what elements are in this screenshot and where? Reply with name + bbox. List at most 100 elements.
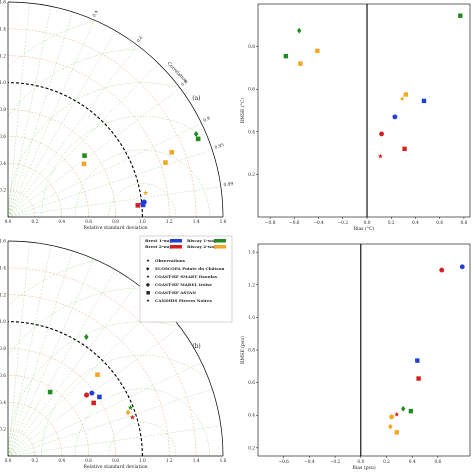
x-tick-label: 0.2 [383, 460, 390, 465]
x-tick-label: −0.6 [289, 221, 300, 226]
data-point [394, 411, 400, 417]
data-point [394, 430, 399, 435]
y-tick-label: 0.8 [248, 349, 255, 354]
x-tick-label: 0.8 [112, 459, 119, 464]
data-point [97, 394, 102, 400]
y-tick-label: 1.4 [0, 27, 6, 32]
data-point [379, 131, 384, 137]
y-tick-label: 1.2 [0, 293, 6, 298]
data-point [377, 153, 383, 159]
x-tick-label: 0.4 [58, 459, 65, 464]
x-tick-label: 1.4 [193, 220, 200, 225]
x-tick-label: 0.6 [434, 460, 441, 465]
legend-entry-brest-1way: Brest 1-way [145, 238, 173, 243]
taylor-diagram-a: 0.0 0.2 0.2 0.4 0.4 0.6 0.6 0.8 0.8 1.0 1.0 1.2 1.2 1… [0, 1, 234, 232]
data-point [193, 131, 199, 138]
sd-grid-arc [7, 428, 36, 457]
correlation-tick-label: 0.95 [214, 143, 225, 151]
data-point [296, 27, 302, 34]
legend-marker-glyph: ◆ [146, 267, 150, 272]
reference-arc [7, 82, 143, 218]
y-tick-label: 1.6 [0, 240, 6, 245]
y-tick-label: 0.8 [0, 347, 6, 352]
crms-grid-arc [8, 49, 223, 217]
reference-arc [7, 321, 143, 457]
data-point [392, 114, 398, 120]
y-tick-label: 0.6 [0, 374, 6, 379]
sd-grid-arc [7, 109, 116, 218]
data-point [399, 96, 405, 101]
bias-rmse-temperature-plot: −0.8 −0.6 −0.4 −0.2 0.0 0.2 0.4 0.6 0.8 0.2 0.4 0.6… [239, 3, 471, 232]
data-point [163, 160, 168, 165]
panel-letter: (b) [192, 343, 201, 350]
correlation-line [7, 19, 95, 218]
x-tick-label: 0.0 [5, 459, 12, 464]
x-tick-label: 0.6 [436, 221, 443, 226]
y-tick-label: 0.2 [248, 446, 255, 451]
correlation-line [7, 30, 116, 218]
data-point [458, 13, 463, 18]
y-tick-label: 1.0 [0, 81, 6, 86]
data-point [195, 136, 201, 142]
y-tick-label: 0.2 [0, 428, 6, 433]
correlation-line [7, 362, 202, 457]
data-point [95, 372, 100, 377]
legend-marker-marel: COAST-HF MAREL Iroise [155, 282, 212, 287]
correlation-line [7, 326, 181, 457]
y-tick-label: 1.2 [248, 283, 255, 288]
y-tick-label: 0.4 [0, 162, 6, 167]
x-tick-label: 1.6 [220, 459, 227, 464]
x-tick-label: 0.2 [31, 220, 38, 225]
data-point [421, 98, 427, 104]
correlation-line [7, 11, 73, 218]
correlation-tick-label: 0.9 [203, 116, 212, 124]
correlation-line [7, 186, 221, 218]
correlation-line [7, 269, 116, 457]
data-point [403, 92, 408, 97]
sd-grid-arc [7, 163, 62, 218]
plot-frame [257, 3, 471, 218]
data-point [400, 405, 406, 412]
legend-swatch-brest-1way [170, 239, 182, 243]
legend-marker-glyph: ★ [146, 274, 151, 280]
x-tick-label: −0.2 [338, 221, 349, 226]
x-axis-label: Relative standard deviation [83, 225, 147, 231]
data-point [388, 423, 393, 430]
legend-swatch-biscay-1way [214, 239, 226, 243]
legend-entry-brest-2way: Brest 2-way [145, 244, 173, 249]
correlation-line [7, 123, 202, 218]
y-tick-label: 0.6 [0, 135, 6, 140]
legend-marker-observations: Observations [155, 258, 186, 263]
y-tick-label: 1.4 [0, 266, 6, 271]
y-tick-label: 1.0 [248, 316, 255, 321]
x-tick-label: −0.4 [313, 221, 324, 226]
sd-grid-arc [7, 55, 170, 218]
legend-swatch-biscay-2way [214, 245, 226, 249]
y-tick-label: 0.8 [0, 108, 6, 113]
x-tick-label: 1.2 [166, 220, 173, 225]
correlation-tick-label: 0.4 [92, 9, 99, 18]
data-point [415, 358, 420, 363]
x-axis-label: Bias (psu) [352, 464, 375, 471]
data-point [439, 267, 445, 273]
y-axis-label: RMSE (°C) [239, 98, 246, 124]
y-tick-label: 1.4 [248, 251, 255, 256]
y-tick-label: 0.4 [248, 414, 255, 419]
x-tick-label: 0.4 [412, 221, 419, 226]
legend-marker-glyph: ● [146, 283, 150, 288]
correlation-tick-label: 0.99 [223, 182, 233, 188]
x-tick-label: 1.4 [193, 459, 200, 464]
correlation-label: Correlation [166, 61, 189, 84]
x-tick-label: 0.2 [388, 221, 395, 226]
correlation-line [7, 258, 95, 457]
data-point [91, 400, 96, 406]
x-tick-label: 0.8 [461, 221, 468, 226]
data-point [315, 48, 320, 54]
legend-marker-smart: COAST-HF SMART Daoulas [155, 274, 218, 279]
legend-marker-candhis: CANDHIS Pierres Noires [155, 298, 213, 303]
correlation-line [7, 302, 159, 457]
data-point [298, 61, 303, 66]
x-tick-label: 0.2 [31, 459, 38, 464]
bias-rmse-salinity-plot: −0.6 −0.4 −0.2 0.0 0.2 0.4 0.6 0.2 0.4 0.6 0.8 1.0 1… [239, 243, 471, 471]
x-tick-label: 1.6 [220, 220, 227, 225]
